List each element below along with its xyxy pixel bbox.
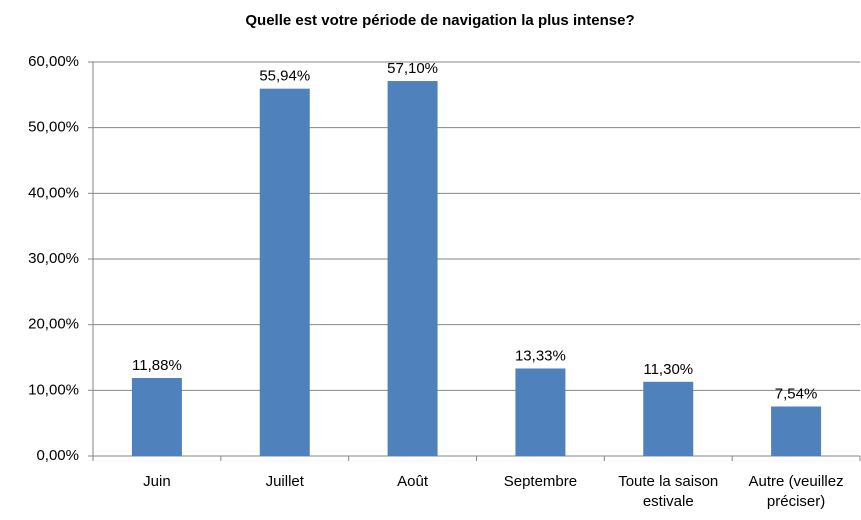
value-label: 11,88% (132, 357, 182, 374)
bar (643, 381, 694, 456)
y-tick-label: 10,00% (28, 381, 79, 398)
x-tick-label: Toute la saison estivale (618, 473, 719, 510)
bar (515, 368, 566, 456)
x-tick-label: Août (397, 473, 428, 490)
bar (131, 377, 182, 456)
y-tick-label: 60,00% (28, 53, 79, 70)
value-label: 7,54% (775, 385, 818, 402)
y-tick-label: 0,00% (36, 447, 79, 464)
y-tick-label: 50,00% (28, 119, 79, 136)
bar (387, 81, 438, 456)
x-tick-label: Juillet (265, 473, 304, 490)
y-tick-label: 40,00% (28, 184, 79, 201)
y-tick-label: 20,00% (28, 316, 79, 333)
x-tick-label: Autre (veuillez préciser) (748, 473, 844, 510)
x-tick-label: Septembre (503, 473, 578, 490)
bar (771, 406, 822, 456)
x-tick-label: Juin (143, 473, 171, 490)
value-label: 57,10% (387, 60, 438, 77)
bar (259, 88, 310, 456)
y-tick-label: 30,00% (28, 250, 79, 267)
chart-title: Quelle est votre période de navigation l… (245, 12, 634, 29)
value-label: 55,94% (259, 68, 310, 85)
value-label: 11,30% (643, 361, 693, 378)
value-label: 13,33% (515, 347, 566, 364)
